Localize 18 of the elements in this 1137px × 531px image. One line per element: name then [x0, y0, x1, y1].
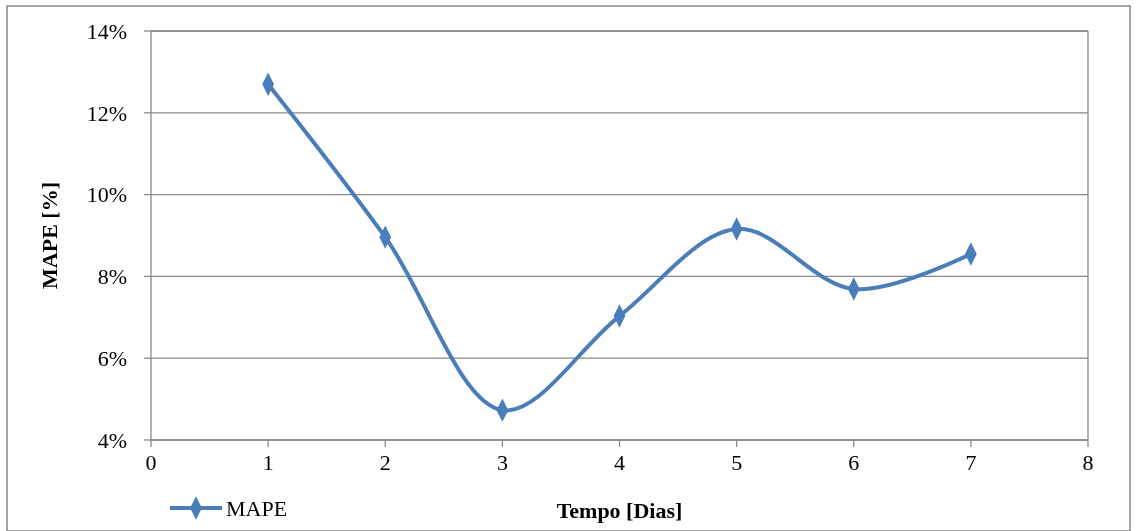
legend-label: MAPE [226, 495, 288, 521]
y-tick-label: 14% [86, 18, 127, 44]
y-tick-label: 8% [97, 264, 127, 290]
y-tick-label: 12% [86, 100, 127, 126]
x-axis-title: Tempo [Dias] [556, 498, 683, 523]
x-tick-label: 8 [1082, 450, 1094, 475]
x-tick-label: 5 [731, 450, 743, 475]
x-tick-label: 4 [614, 450, 625, 475]
y-axis-title: MAPE [%] [37, 182, 62, 289]
x-tick-label: 7 [965, 450, 977, 475]
y-tick-label: 10% [86, 182, 127, 208]
y-tick-label: 6% [97, 345, 127, 371]
x-tick-label: 0 [145, 450, 157, 475]
x-tick-label: 2 [379, 450, 391, 475]
x-tick-label: 3 [496, 450, 508, 475]
y-tick-label: 4% [97, 427, 127, 453]
x-tick-label: 1 [262, 450, 274, 475]
x-tick-label: 6 [848, 450, 860, 475]
